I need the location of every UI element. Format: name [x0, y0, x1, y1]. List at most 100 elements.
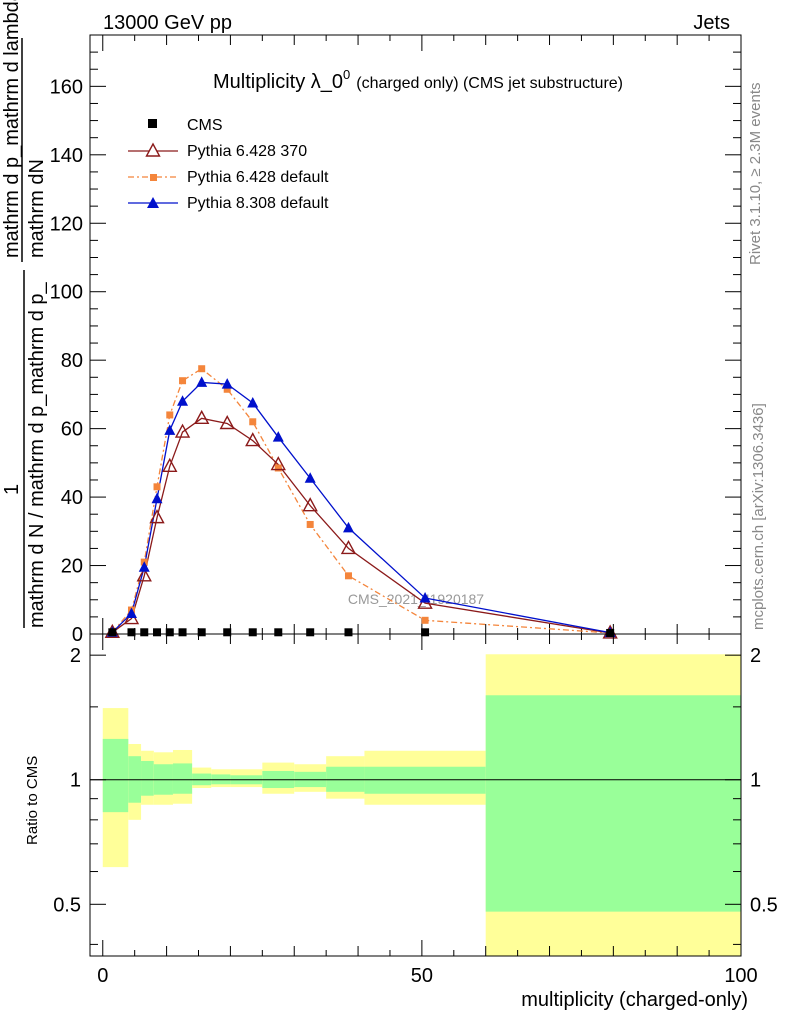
ratio-y-tick-label: 1 — [70, 770, 81, 792]
chart-title-main: Multiplicity λ_0 — [213, 71, 343, 93]
legend-entry-pythia8-default: Pythia 8.308 default — [128, 195, 329, 212]
cms-data-point — [140, 628, 149, 637]
pythia8-default-point — [164, 424, 176, 435]
pythia6-370-point — [174, 423, 191, 438]
pythia6-default-point — [153, 483, 161, 491]
pythia6-370-point — [270, 456, 286, 471]
ratio-inner-band — [364, 766, 486, 794]
pythia6-default-point — [179, 377, 187, 385]
series-markers — [104, 365, 618, 639]
cms-data-point — [606, 628, 615, 637]
rivet-version-label: Rivet 3.1.10, ≥ 2.3M events — [747, 83, 764, 266]
ratio-inner-band — [141, 760, 154, 796]
ratio-panel: 0.5 0.5 1 1 2 2 0 50 100 Ratio to CMS multiplic… — [24, 633, 778, 1011]
series-line-2 — [111, 367, 611, 634]
legend-pythia6-370-label: Pythia 6.428 370 — [187, 143, 307, 160]
main-y-tick-label: 140 — [50, 145, 83, 167]
ratio-y-tick-label-right: 1 — [750, 770, 761, 792]
ratio-y-tick-label-right: 2 — [750, 645, 761, 667]
header-category-label: Jets — [693, 12, 730, 34]
legend-pythia6-default-label: Pythia 6.428 default — [187, 169, 329, 186]
ylabel-prefactor: 1 — [1, 484, 23, 495]
legend-pythia8-default-label: Pythia 8.308 default — [187, 195, 329, 212]
pythia6-default-point — [306, 520, 314, 528]
x-tick-label: 0 — [97, 965, 108, 987]
ratio-y-axis-label: Ratio to CMS — [24, 756, 41, 845]
ratio-inner-band — [485, 695, 741, 912]
cms-data-point — [197, 628, 206, 637]
ratio-inner-band — [172, 763, 193, 794]
main-y-tick-label: 0 — [72, 624, 83, 646]
pythia8-default-point — [221, 378, 233, 389]
ratio-y-ticks: 0.5 0.5 1 1 2 2 — [53, 645, 778, 945]
cms-data-point — [344, 628, 353, 637]
pythia8-default-point — [247, 396, 259, 408]
cms-data-point — [421, 628, 430, 637]
pythia6-370-point — [219, 415, 235, 430]
legend-entry-pythia6-370: Pythia 6.428 370 — [128, 142, 307, 160]
cms-data-point — [248, 628, 257, 637]
main-y-tick-label: 100 — [50, 282, 83, 304]
x-axis-label: multiplicity (charged-only) — [521, 989, 748, 1011]
pythia6-370-point — [149, 509, 165, 524]
cms-data-point — [127, 628, 136, 637]
ylabel-denominator: mathrm d p_mathrm d lambda — [1, 0, 23, 258]
header-collision-label: 13000 GeV pp — [103, 12, 232, 34]
pythia8-default-point — [342, 521, 354, 533]
pythia6-370-point — [194, 409, 210, 425]
pythia8-default-point — [125, 607, 137, 618]
main-y-ticks: 0 20 40 60 80 100 120 140 160 — [50, 51, 741, 646]
ratio-bands — [102, 654, 741, 956]
pythia6-370-point — [162, 457, 178, 472]
pythia6-default-point — [249, 418, 257, 426]
ratio-y-tick-label: 2 — [70, 645, 81, 667]
ylabel-numerator: mathrm dN — [26, 159, 48, 258]
ratio-inner-band — [102, 738, 129, 813]
legend-cms-marker — [148, 119, 157, 128]
pythia6-370-point — [340, 539, 357, 555]
pythia8-default-point — [151, 492, 163, 504]
main-y-tick-label: 80 — [61, 350, 83, 372]
pythia6-default-point — [166, 411, 174, 419]
chart-title-rest: (charged only) (CMS jet substructure) — [356, 75, 623, 92]
x-tick-label: 50 — [411, 965, 433, 987]
series-line-3 — [111, 381, 611, 634]
pythia6-default-point — [421, 616, 429, 624]
pythia8-default-point — [177, 395, 189, 406]
legend: CMS Pythia 6.428 370 Pythia 6.428 defaul… — [128, 117, 329, 212]
pythia8-default-point — [196, 376, 208, 387]
ratio-y-tick-label-right: 0.5 — [750, 894, 778, 916]
pythia6-370-point — [136, 567, 152, 582]
pythia6-default-point — [198, 365, 206, 373]
pythia8-default-point — [272, 431, 284, 442]
pythia8-default-point — [419, 592, 431, 603]
x-tick-label: 100 — [724, 965, 757, 987]
chart-title: Multiplicity λ_00 (charged only) (CMS jet… — [213, 67, 623, 93]
main-y-tick-label: 160 — [50, 76, 83, 98]
pythia6-370-point — [245, 432, 261, 447]
legend-pythia6-default-marker — [150, 174, 157, 181]
legend-cms-label: CMS — [187, 117, 223, 134]
legend-entry-cms: CMS — [148, 117, 223, 134]
main-y-tick-label: 60 — [61, 419, 83, 441]
pythia8-default-point — [138, 561, 150, 572]
cms-data-point — [178, 628, 187, 637]
pythia8-default-point — [304, 472, 316, 483]
main-y-axis-label: mathrm dN mathrm d p_mathrm d lambda 1 m… — [1, 0, 48, 628]
cms-data-point — [306, 628, 315, 637]
main-y-tick-label: 120 — [50, 213, 83, 235]
main-y-tick-label: 20 — [61, 556, 83, 578]
pythia6-default-point — [274, 464, 282, 472]
watermark-label: CMS_2021_I1920187 — [348, 591, 484, 607]
mcplots-label: mcplots.cern.ch [arXiv:1306.3436] — [750, 403, 767, 630]
pythia6-370-point — [302, 497, 318, 512]
cms-data-point — [153, 628, 162, 637]
main-y-tick-label: 40 — [61, 487, 83, 509]
pythia6-default-point — [223, 385, 231, 393]
ylabel-pre-denominator: mathrm d N / mathrm d p_mathrm d p_ — [26, 281, 48, 628]
cms-data-point — [274, 628, 283, 637]
pythia6-default-point — [344, 572, 352, 580]
cms-data-point — [165, 628, 174, 637]
legend-pythia8-default-marker — [147, 197, 159, 208]
